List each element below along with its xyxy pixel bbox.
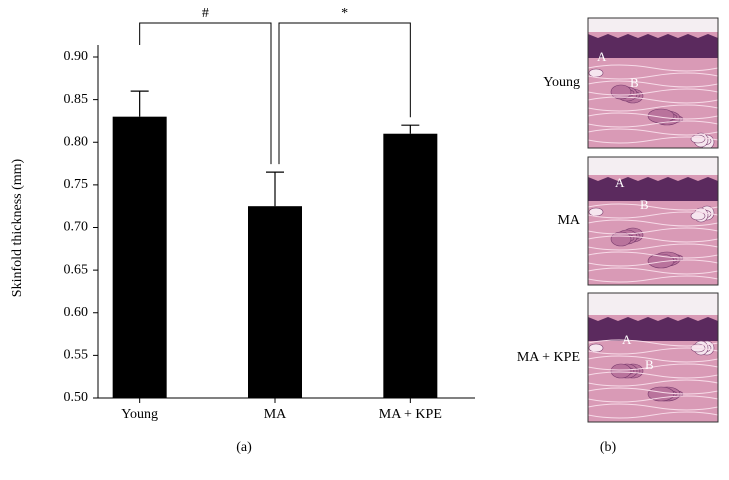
tissue-cell	[610, 84, 632, 100]
significance-label: #	[202, 6, 209, 21]
bar	[112, 116, 167, 399]
collagen-fiber	[588, 88, 718, 96]
collagen-fiber	[588, 243, 718, 251]
x-tick-label: Young	[121, 407, 158, 422]
collagen-fiber	[588, 275, 718, 283]
x-tick-label: MA + KPE	[379, 407, 442, 422]
tissue-cell	[647, 253, 675, 269]
collagen-fiber	[588, 120, 718, 128]
collagen-fiber	[588, 339, 718, 347]
layer-marker: B	[640, 197, 649, 212]
significance-bracket	[139, 22, 272, 165]
significance-label: *	[341, 6, 348, 21]
collagen-fiber	[588, 411, 718, 419]
epidermis	[588, 34, 718, 58]
layer-marker: A	[622, 332, 632, 347]
layer-marker: A	[597, 49, 607, 64]
collagen-fiber	[588, 112, 718, 120]
tissue-cell	[588, 207, 604, 217]
bar	[383, 133, 438, 398]
histology-image	[588, 293, 718, 422]
epidermis	[588, 177, 718, 201]
collagen-fiber	[588, 219, 718, 227]
y-tick-label: 0.75	[64, 177, 89, 192]
collagen-fiber	[588, 363, 718, 371]
histology-image	[588, 18, 718, 148]
collagen-fiber	[588, 211, 718, 219]
y-tick-label: 0.90	[64, 49, 89, 64]
error-bar	[130, 90, 149, 117]
tissue-cell	[610, 231, 632, 247]
image-border	[587, 17, 719, 149]
tissue-cell	[610, 363, 632, 379]
significance-bracket	[278, 22, 411, 165]
collagen-fiber	[588, 403, 718, 411]
collagen-fiber	[588, 227, 718, 235]
panel-caption: (b)	[600, 440, 617, 455]
collagen-fiber	[588, 64, 718, 72]
collagen-fiber	[588, 251, 718, 259]
histology-image	[588, 157, 718, 285]
collagen-fiber	[588, 136, 718, 144]
background	[588, 293, 718, 315]
y-tick-label: 0.80	[64, 134, 89, 149]
epidermis	[588, 317, 718, 341]
y-tick-label: 0.55	[64, 348, 89, 363]
image-label: MA	[557, 213, 580, 228]
background	[588, 157, 718, 175]
image-label: MA + KPE	[517, 350, 580, 365]
collagen-fiber	[588, 128, 718, 136]
layer-marker: A	[615, 175, 625, 190]
collagen-fiber	[588, 379, 718, 387]
collagen-fiber	[588, 235, 718, 243]
layer-marker: B	[645, 357, 654, 372]
collagen-fiber	[588, 347, 718, 355]
collagen-fiber	[588, 355, 718, 363]
collagen-fiber	[588, 96, 718, 104]
tissue-cell	[588, 68, 604, 78]
y-tick-label: 0.65	[64, 262, 89, 277]
image-border	[587, 292, 719, 423]
x-tick-label: MA	[264, 407, 287, 422]
collagen-fiber	[588, 104, 718, 112]
y-axis-label: Skinfold thickness (mm)	[10, 158, 25, 297]
tissue-cell	[588, 343, 604, 353]
tissue-cell	[690, 134, 706, 144]
y-tick-label: 0.70	[64, 220, 89, 235]
y-tick-label: 0.60	[64, 305, 89, 320]
y-tick-label: 0.85	[64, 92, 89, 107]
collagen-fiber	[588, 267, 718, 275]
collagen-fiber	[588, 259, 718, 267]
y-tick-label: 0.50	[64, 390, 89, 405]
image-border	[587, 156, 719, 286]
collagen-fiber	[588, 395, 718, 403]
collagen-fiber	[588, 203, 718, 211]
bar	[248, 206, 302, 398]
collagen-fiber	[588, 387, 718, 395]
error-bar	[266, 171, 284, 207]
layer-marker: B	[630, 75, 639, 90]
collagen-fiber	[588, 80, 718, 88]
background	[588, 18, 718, 32]
collagen-fiber	[588, 72, 718, 80]
image-label: Young	[543, 75, 580, 90]
error-bar	[401, 124, 420, 134]
collagen-fiber	[588, 371, 718, 379]
panel-caption: (a)	[236, 440, 252, 455]
